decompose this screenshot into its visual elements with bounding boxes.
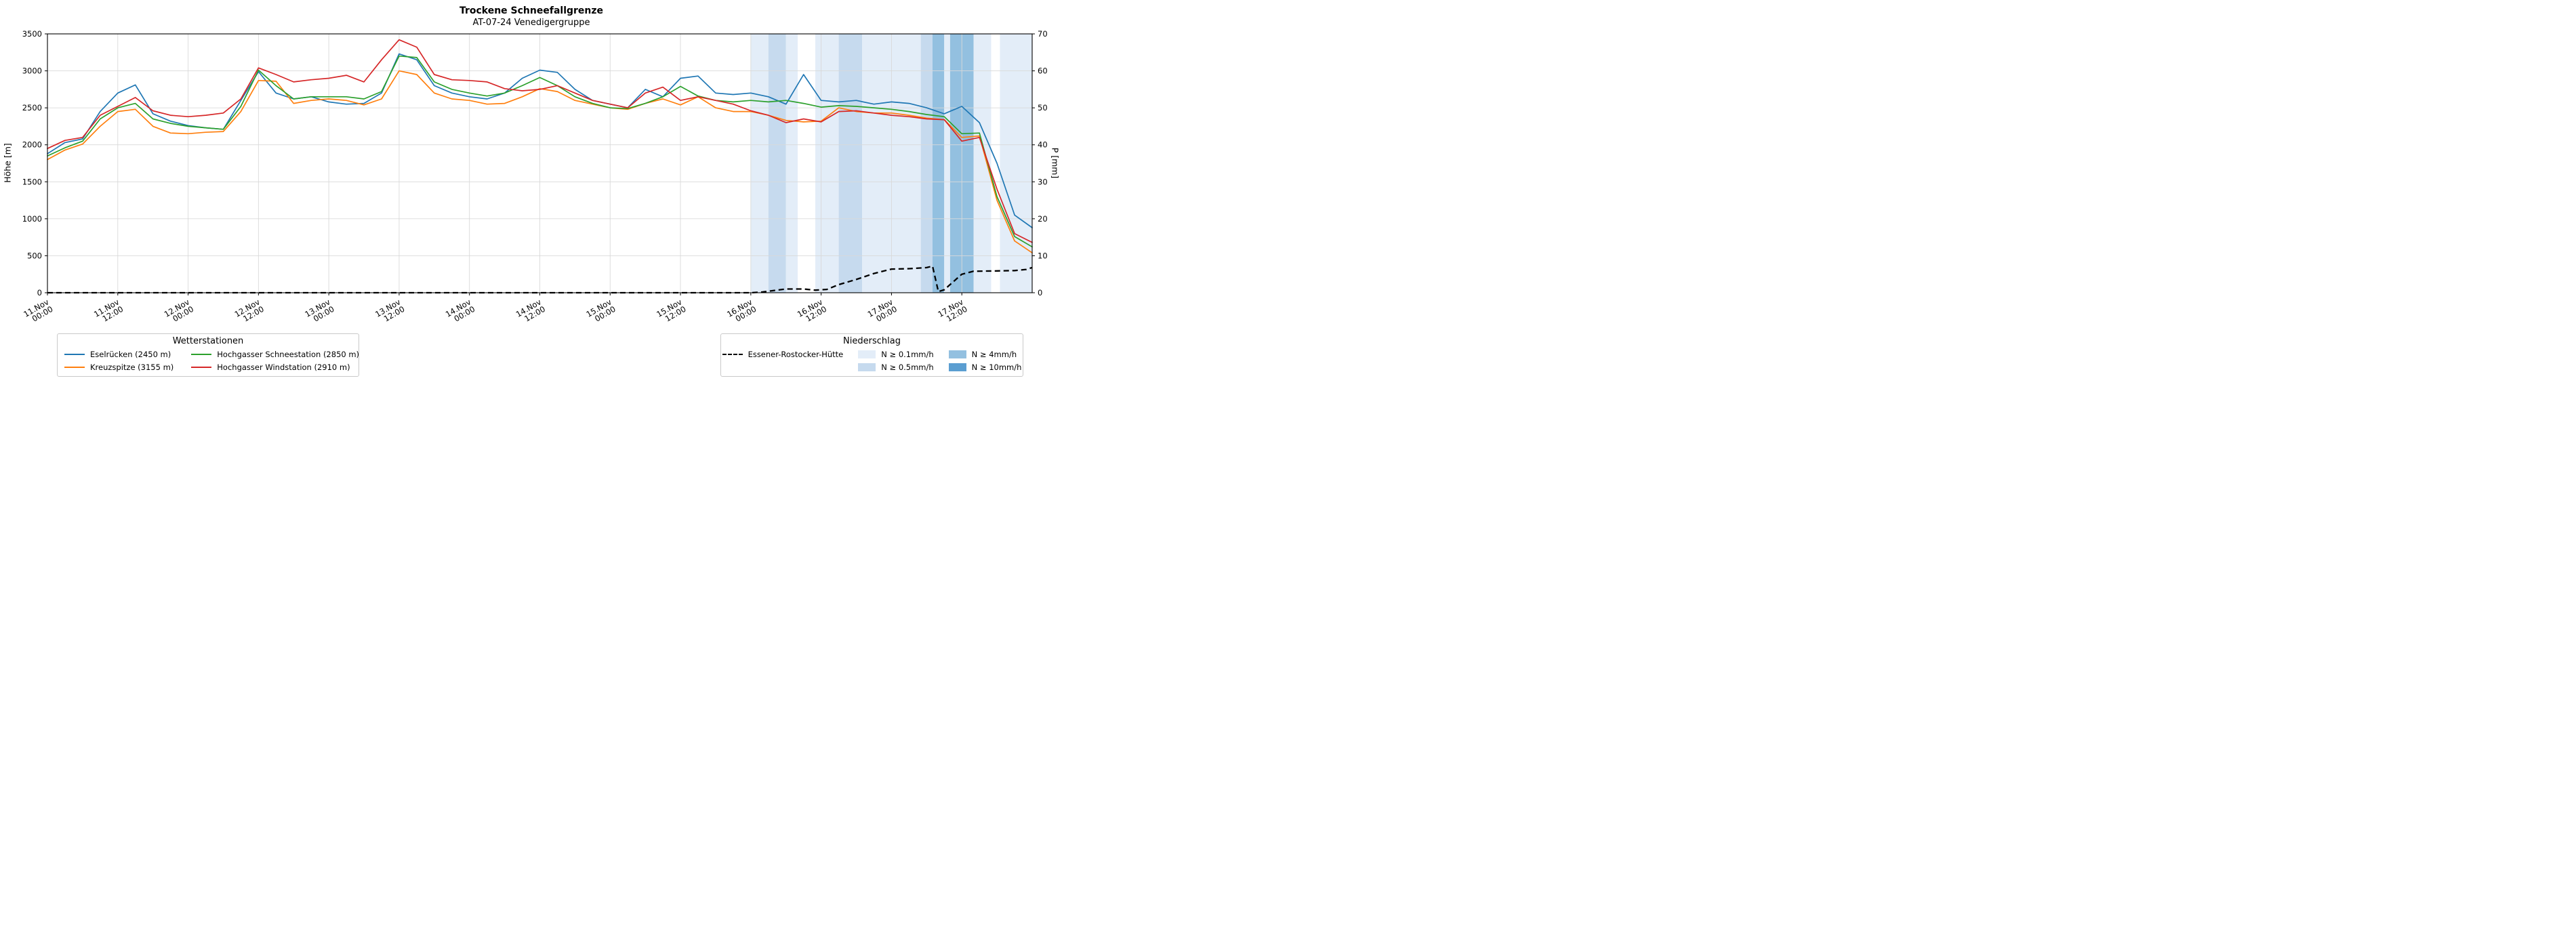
legend-precip-col-heavy: N ≥ 4mm/h N ≥ 10mm/h [948,348,1022,373]
legend-item-label: Kreuzspitze (3155 m) [90,362,174,372]
x-tick-label: 15.Nov00:00 [585,297,617,326]
x-tick-label: 13.Nov00:00 [303,297,335,326]
precip-bands [750,34,1032,293]
legend-item-n-05: N ≥ 0.5mm/h [858,361,934,373]
weather-chart-figure: Trockene Schneefallgrenze AT-07-24 Vened… [0,0,1063,383]
legend-item-hochgasser-schneestation: Hochgasser Schneestation (2850 m) [191,348,359,360]
y-tick-label-right: 40 [1038,140,1048,150]
legend-item-label: N ≥ 0.1mm/h [881,349,934,359]
x-tick-label: 11.Nov12:00 [92,297,125,326]
legend-item-label: Hochgasser Windstation (2910 m) [217,362,350,372]
precip-band [750,34,769,293]
y-tick-label-left: 3000 [22,66,42,76]
legend-precip-title: Niederschlag [843,336,901,346]
y-tick-label-left: 0 [37,288,42,297]
precip-band [944,34,950,293]
page-title: Trockene Schneefallgrenze [459,5,604,16]
x-tick-label: 14.Nov00:00 [444,297,476,326]
x-tick-label: 15.Nov12:00 [655,297,687,326]
line-swatch-green [191,353,212,355]
precip-band [1000,34,1032,293]
legend-item-n-01: N ≥ 0.1mm/h [858,348,934,360]
legend-item-label: N ≥ 0.5mm/h [881,362,934,372]
legend-precip-col-line: Essener-Rostocker-Hütte [722,348,844,360]
x-tick-label: 16.Nov12:00 [796,297,828,326]
x-tick-label: 12.Nov00:00 [163,297,195,326]
y-tick-label-left: 1500 [22,177,42,186]
legend-item-kreuzspitze: Kreuzspitze (3155 m) [64,361,173,373]
y-tick-label-left: 1000 [22,214,42,224]
y-tick-label-left: 2500 [22,103,42,112]
patch-swatch-10 [948,363,966,371]
dashed-line-swatch [722,353,743,355]
precip-band [838,34,863,293]
y-tick-label-right: 50 [1038,103,1048,112]
line-swatch-red [191,366,212,368]
line-swatch-blue [64,353,85,355]
series-line [47,55,1033,248]
legend-item-label: Eselrücken (2450 m) [90,349,171,359]
legend-item-label: Essener-Rostocker-Hütte [748,349,844,359]
legend-stations-title: Wetterstationen [172,336,244,346]
y-tick-label-right: 60 [1038,66,1048,76]
legend-item-label: N ≥ 4mm/h [971,349,1017,359]
legend-item-hochgasser-windstation: Hochgasser Windstation (2910 m) [191,361,359,373]
y-tick-label-right: 0 [1038,288,1042,297]
legend-precip-items: Essener-Rostocker-Hütte N ≥ 0.1mm/h N ≥ … [722,348,1021,373]
x-tick-label: 17.Nov00:00 [866,297,899,326]
x-tick-label: 12.Nov12:00 [233,297,266,326]
legend-precip-col-light: N ≥ 0.1mm/h N ≥ 0.5mm/h [858,348,934,373]
precip-band [768,34,786,293]
x-tick-label: 17.Nov12:00 [936,297,968,326]
legend-item-eselruecken: Eselrücken (2450 m) [64,348,173,360]
precip-band [785,34,798,293]
y-tick-label-left: 500 [27,251,42,260]
y-tick-label-right: 20 [1038,214,1048,224]
patch-swatch-05 [858,363,876,371]
y-tick-label-left: 2000 [22,140,42,150]
precip-band [920,34,933,293]
legend-item-label: Hochgasser Schneestation (2850 m) [217,349,360,359]
precip-band [815,34,839,293]
x-tick-label: 14.Nov12:00 [514,297,547,326]
plot-area: 0 500 1000 1500 2000 2500 3000 3500 0 10 20 30 40 50 6… [22,29,1048,326]
y-tick-label-right: 10 [1038,251,1048,260]
precip-band [932,34,945,293]
legend-stations-items: Eselrücken (2450 m) Kreuzspitze (3155 m)… [64,348,359,373]
page-subtitle: AT-07-24 Venedigergruppe [472,18,590,28]
x-tick-label: 13.Nov12:00 [373,297,406,326]
series-line [47,39,1033,243]
tick-marks [45,33,1035,295]
legend-stations: Wetterstationen Eselrücken (2450 m) Kreu… [57,333,359,377]
patch-swatch-4 [948,350,966,358]
y-tick-label-right: 70 [1038,29,1048,39]
line-swatch-orange [64,366,85,368]
legend-item-n-4: N ≥ 4mm/h [948,348,1022,360]
y-tick-label-left: 3500 [22,29,42,39]
legend-item-n-10: N ≥ 10mm/h [948,361,1022,373]
patch-swatch-01 [858,350,876,358]
legend-precip: Niederschlag Essener-Rostocker-Hütte N ≥… [720,333,1023,377]
y-tick-label-right: 30 [1038,177,1048,186]
legend-item-label: N ≥ 10mm/h [971,362,1022,372]
legend-item-essener-rostocker-huette: Essener-Rostocker-Hütte [722,348,844,360]
x-tick-label: 11.Nov00:00 [22,297,54,326]
x-tick-label: 16.Nov00:00 [725,297,758,326]
